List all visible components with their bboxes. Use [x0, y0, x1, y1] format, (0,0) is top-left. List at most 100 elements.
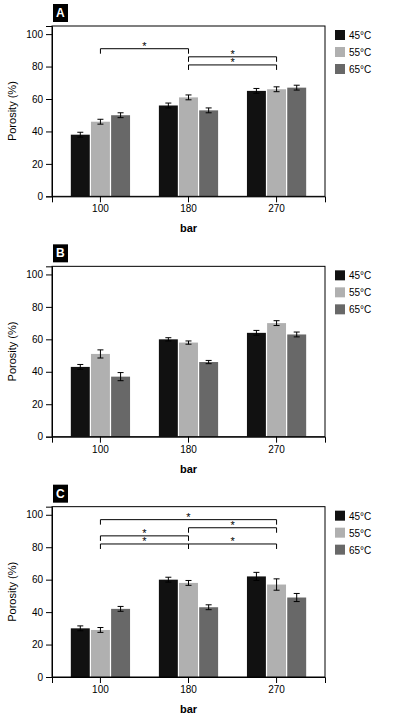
legend-swatch: [335, 511, 345, 521]
error-bar: [77, 132, 83, 137]
bar: [91, 630, 110, 677]
x-axis-title: bar: [180, 703, 198, 715]
series: [111, 593, 306, 677]
legend-label: 65°C: [349, 64, 371, 75]
y-tick-mark: [46, 164, 52, 165]
y-tick: 40: [32, 366, 52, 377]
y-tick-mark: [46, 677, 52, 678]
legend-label: 45°C: [349, 270, 371, 281]
legend: 45°C55°C65°C: [335, 270, 371, 315]
legend-label: 45°C: [349, 511, 371, 522]
y-tick-label: 40: [32, 126, 44, 137]
y-tick: 80: [32, 302, 52, 313]
x-axis: 100180270: [53, 437, 326, 455]
bar: [287, 598, 306, 677]
x-axis: 100180270: [53, 677, 326, 695]
bar: [267, 585, 286, 677]
x-tick-mark: [100, 196, 101, 202]
legend-swatch: [335, 270, 345, 280]
bar: [267, 323, 286, 437]
y-tick-mark: [46, 580, 52, 581]
y-tick: 60: [32, 574, 52, 585]
y-tick-mark: [46, 404, 52, 405]
y-tick-label: 60: [32, 574, 44, 585]
bar: [267, 89, 286, 196]
panel-label-box: [53, 485, 68, 503]
x-tick-mark: [100, 677, 101, 683]
error-bar: [274, 87, 280, 92]
x-tick-mark: [276, 196, 277, 202]
legend-item: 65°C: [335, 545, 371, 556]
plot-frame: [52, 507, 325, 677]
error-bar: [97, 350, 103, 358]
error-bar: [118, 373, 124, 381]
x-tick: 270: [268, 196, 285, 214]
bar: [179, 583, 198, 677]
x-tick-mark: [188, 677, 189, 683]
y-tick-label: 0: [37, 191, 43, 202]
significance-label: *: [230, 535, 235, 547]
x-tick-label: 180: [180, 203, 197, 214]
panel-label: C: [53, 485, 68, 503]
legend-swatch: [335, 30, 345, 40]
bar: [111, 377, 130, 437]
y-tick-label: 20: [32, 399, 44, 410]
y-tick-mark: [46, 515, 52, 516]
y-tick-label: 100: [26, 29, 43, 40]
y-tick-label: 0: [37, 672, 43, 683]
y-tick: 100: [26, 269, 52, 280]
chart: 020406080100100180270***Porosity (%)barA…: [0, 0, 405, 721]
y-tick-mark: [46, 547, 52, 548]
y-tick: 0: [37, 672, 52, 683]
x-tick-mark: [276, 437, 277, 443]
y-tick: 20: [32, 639, 52, 650]
error-bar: [186, 580, 192, 585]
y-tick: 0: [37, 191, 52, 202]
error-bar: [253, 330, 259, 335]
bar: [111, 609, 130, 677]
error-bar: [165, 103, 171, 108]
series: [91, 321, 286, 437]
annotations: *****: [100, 511, 276, 549]
panel-label-text: C: [56, 487, 65, 501]
x-tick-label: 270: [268, 444, 285, 455]
error-bar: [165, 338, 171, 341]
y-tick-label: 60: [32, 334, 44, 345]
legend-label: 55°C: [349, 47, 371, 58]
bar: [159, 580, 178, 677]
legend-label: 55°C: [349, 528, 371, 539]
error-bar: [253, 572, 259, 580]
error-bar: [274, 321, 280, 326]
y-tick: 100: [26, 509, 52, 520]
legend-label: 55°C: [349, 287, 371, 298]
legend-swatch: [335, 47, 345, 57]
panel-label: B: [53, 244, 68, 262]
plot-area: [71, 321, 306, 437]
bar: [159, 105, 178, 196]
x-tick-label: 180: [180, 684, 197, 695]
y-tick-mark: [46, 612, 52, 613]
y-tick-mark: [46, 307, 52, 308]
legend-item: 55°C: [335, 287, 371, 298]
y-tick: 20: [32, 159, 52, 170]
legend: 45°C 55°C 65°C: [335, 511, 371, 556]
series: [71, 330, 266, 436]
legend-item: 45°C: [335, 30, 371, 41]
y-tick-label: 40: [32, 366, 44, 377]
y-axis: 020406080100: [26, 267, 52, 443]
y-tick-mark: [46, 67, 52, 68]
y-tick: 40: [32, 126, 52, 137]
panel-label-box: [53, 4, 68, 22]
panel-label-text: A: [56, 6, 65, 20]
y-axis-title: Porosity (%): [6, 322, 18, 382]
legend: 45°C 55°C 65°C: [335, 30, 371, 75]
y-tick-mark: [46, 437, 52, 438]
bar: [179, 343, 198, 437]
legend-swatch: [335, 304, 345, 314]
significance-label: *: [142, 40, 147, 52]
x-tick-label: 270: [268, 684, 285, 695]
series: [111, 332, 306, 437]
bar: [71, 135, 90, 197]
bar: [247, 91, 266, 196]
error-bar: [97, 119, 103, 124]
